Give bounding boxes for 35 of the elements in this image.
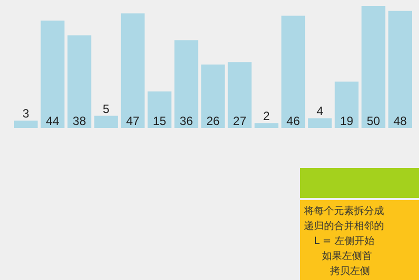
data-label: 36 (180, 114, 194, 128)
bar (94, 116, 118, 128)
bar (281, 16, 306, 128)
bar (228, 62, 252, 128)
bar (148, 91, 172, 128)
data-label: 26 (206, 114, 220, 128)
bar (67, 35, 92, 128)
text: 拷贝左侧 (330, 265, 370, 277)
bar (201, 64, 225, 128)
data-label: 5 (102, 102, 110, 116)
bar (120, 13, 145, 128)
bar (40, 20, 64, 128)
text: 将每个元素拆分成 (303, 205, 384, 217)
bar (254, 123, 278, 128)
data-label: 50 (366, 114, 380, 128)
bar (334, 82, 359, 128)
data-label: 27 (233, 114, 247, 128)
bar (362, 6, 386, 128)
data-label: 15 (152, 114, 167, 128)
data-label: 2 (263, 109, 270, 124)
text: 递归的合并相邻的 (304, 220, 384, 232)
data-label: 46 (286, 114, 300, 128)
data-label: 47 (126, 114, 140, 128)
data-label: 4 (316, 104, 324, 118)
data-label: 19 (340, 114, 354, 128)
data-label: 44 (46, 114, 60, 128)
text: L = 左侧开始 (314, 235, 374, 247)
bar (174, 40, 198, 128)
bar (14, 120, 38, 128)
bar (388, 10, 412, 128)
bar (308, 118, 332, 128)
data-label: 38 (72, 114, 86, 128)
text: 如果左侧首 (322, 250, 372, 262)
data-label: 48 (393, 114, 408, 128)
data-label: 3 (22, 106, 30, 121)
